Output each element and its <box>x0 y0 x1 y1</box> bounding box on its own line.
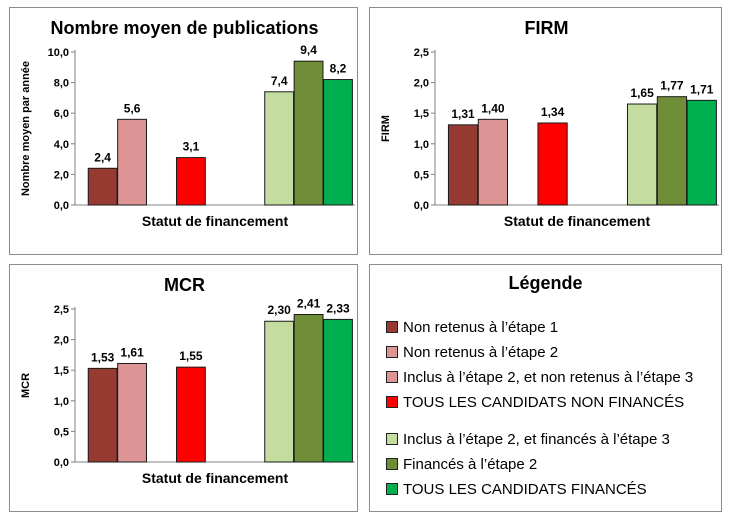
y-axis-label: FIRM <box>380 115 392 142</box>
x-axis-label: Statut de financement <box>142 213 289 229</box>
bar-publications-2 <box>117 118 147 206</box>
bar-publications-1 <box>87 167 118 206</box>
data-label-publications-3: 3,1 <box>183 140 200 154</box>
data-label-mcr-4: 2,30 <box>267 303 291 317</box>
legend-label: Inclus à l’étape 2, et non retenus à l’é… <box>403 368 694 386</box>
legend-item: Non retenus à l’étape 2 <box>386 342 558 362</box>
y-tick-label: 1,5 <box>54 365 69 377</box>
legend-swatch <box>386 396 398 408</box>
legend-swatch <box>386 346 398 358</box>
y-axis-label: MCR <box>20 373 32 398</box>
legend-swatch <box>386 321 398 333</box>
y-tick-label: 10,0 <box>48 47 69 59</box>
y-tick-label: 0,0 <box>414 200 429 212</box>
legend-item: Financés à l’étape 2 <box>386 454 537 474</box>
chart-title: MCR <box>164 275 205 295</box>
y-tick-label: 0,0 <box>54 457 69 469</box>
bar-firm-3 <box>537 122 568 206</box>
x-axis-label: Statut de financement <box>504 213 651 229</box>
data-label-firm-5: 1,77 <box>660 79 684 93</box>
data-label-firm-1: 1,31 <box>451 107 475 121</box>
bar-mcr-1 <box>87 367 118 463</box>
y-tick-label: 2,5 <box>414 47 429 59</box>
chart-panel-firm: FIRM FIRM 0,0 0,5 1,0 1,5 2,0 2,5 Statut de fina… <box>369 7 722 255</box>
y-tick-label: 6,0 <box>54 108 69 120</box>
legend-item: Non retenus à l’étape 1 <box>386 317 558 337</box>
legend-label: TOUS LES CANDIDATS FINANCÉS <box>403 480 647 498</box>
data-label-mcr-2: 1,61 <box>120 345 144 359</box>
y-tick-label: 4,0 <box>54 139 69 151</box>
bar-mcr-4 <box>264 320 295 463</box>
bar-firm-2 <box>477 118 509 206</box>
y-tick-label: 0,5 <box>54 426 69 438</box>
bar-mcr-2 <box>117 362 147 463</box>
bar-mcr-5 <box>293 314 324 463</box>
bar-mcr-6 <box>323 318 353 463</box>
bar-firm-5 <box>656 96 688 206</box>
y-axis-label: Nombre moyen par année <box>20 61 32 196</box>
legend-swatch <box>386 371 398 383</box>
data-label-publications-2: 5,6 <box>124 101 141 115</box>
data-label-publications-4: 7,4 <box>271 74 288 88</box>
y-tick-label: 2,5 <box>54 304 69 316</box>
bar-publications-5 <box>293 60 324 206</box>
y-tick-label: 8,0 <box>54 78 69 90</box>
data-label-mcr-5: 2,41 <box>297 297 321 311</box>
bar-firm-6 <box>686 99 717 206</box>
chart-panel-publications: Nombre moyen de publications Nombre moyen… <box>9 7 358 255</box>
y-tick-label: 2,0 <box>54 169 69 181</box>
chart-title: FIRM <box>525 18 569 38</box>
data-label-mcr-3: 1,55 <box>179 349 203 363</box>
y-tick-label: 1,5 <box>414 108 429 120</box>
y-tick-label: 1,0 <box>414 139 429 151</box>
y-tick-label: 0,5 <box>414 169 429 181</box>
legend-panel: Légende Non retenus à l’étape 1 Non reten… <box>369 264 722 512</box>
legend-label: Financés à l’étape 2 <box>403 455 538 473</box>
data-label-publications-1: 2,4 <box>94 150 111 164</box>
data-label-publications-6: 8,2 <box>330 62 347 76</box>
y-tick-label: 1,0 <box>54 396 69 408</box>
data-label-firm-6: 1,71 <box>690 82 714 96</box>
bar-publications-3 <box>175 157 206 206</box>
legend-label: TOUS LES CANDIDATS NON FINANCÉS <box>403 393 685 411</box>
data-label-mcr-6: 2,33 <box>326 301 350 315</box>
legend-swatch <box>386 483 398 495</box>
legend-item: Inclus à l’étape 2, et financés à l’étap… <box>386 429 670 449</box>
y-tick-label: 0,0 <box>54 200 69 212</box>
legend-label: Inclus à l’étape 2, et financés à l’étap… <box>403 430 670 448</box>
legend-item: TOUS LES CANDIDATS NON FINANCÉS <box>386 392 684 412</box>
legend-title: Légende <box>508 273 583 293</box>
chart-panel-mcr: MCR MCR 0,0 0,5 1,0 1,5 2,0 2,5 Statut de financ… <box>9 264 358 512</box>
legend-item: TOUS LES CANDIDATS FINANCÉS <box>386 479 647 499</box>
bar-firm-1 <box>447 124 479 206</box>
bar-mcr-3 <box>175 366 206 463</box>
legend-item: Inclus à l’étape 2, et non retenus à l’é… <box>386 367 693 387</box>
legend-swatch <box>386 433 398 445</box>
legend-label: Non retenus à l’étape 1 <box>403 318 559 336</box>
data-label-firm-3: 1,34 <box>541 105 565 119</box>
data-label-mcr-1: 1,53 <box>91 350 115 364</box>
y-tick-label: 2,0 <box>54 335 69 347</box>
bar-publications-4 <box>264 91 295 206</box>
bar-publications-6 <box>323 79 353 206</box>
chart-publications-svg: Nombre moyen de publications Nombre moyen… <box>20 18 355 229</box>
data-label-firm-2: 1,40 <box>481 101 505 115</box>
y-tick-label: 2,0 <box>414 78 429 90</box>
data-label-publications-5: 9,4 <box>300 43 317 57</box>
legend-swatch <box>386 458 398 470</box>
chart-firm-svg: FIRM FIRM 0,0 0,5 1,0 1,5 2,0 2,5 Statut de fina… <box>380 18 719 229</box>
bar-firm-4 <box>626 103 658 206</box>
chart-title: Nombre moyen de publications <box>50 18 318 38</box>
legend-label: Non retenus à l’étape 2 <box>403 343 559 361</box>
chart-mcr-svg: MCR MCR 0,0 0,5 1,0 1,5 2,0 2,5 Statut de financ… <box>20 275 355 486</box>
data-label-firm-4: 1,65 <box>630 86 654 100</box>
x-axis-label: Statut de financement <box>142 470 289 486</box>
